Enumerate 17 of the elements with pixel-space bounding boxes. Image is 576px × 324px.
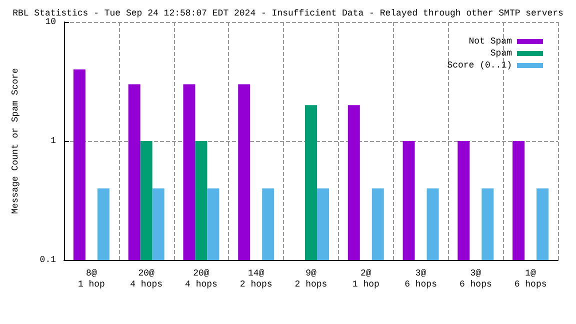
y-axis-title: Message Count or Spam Score [10, 68, 20, 214]
x-tick-label: 9@ 2 hops [294, 268, 328, 290]
y-tick-label: 1 [50, 136, 56, 146]
x-tick-label: 20@ 4 hops [130, 268, 163, 290]
x-tick-label: 3@ 6 hops [459, 268, 492, 290]
chart-title: RBL Statistics - Tue Sep 24 12:58:07 EDT 2024 - Insufficient Data - Relayed through other SMTP servers [12, 8, 564, 18]
legend-label: Score (0..1) [447, 60, 512, 70]
x-tick-label: 1@ 6 hops [514, 268, 547, 290]
x-tick-label: 3@ 6 hops [404, 268, 437, 290]
y-tick-label: 0.1 [40, 255, 56, 265]
legend-label: Not Spam [468, 36, 512, 46]
x-tick-label: 20@ 4 hops [185, 268, 218, 290]
x-tick-label: 2@ 1 hop [352, 268, 380, 290]
legend-label: Spam [490, 48, 512, 58]
x-tick-label: 8@ 1 hop [78, 268, 105, 290]
x-tick-label: 14@ 2 hops [240, 268, 272, 290]
y-tick-label: 10 [45, 17, 56, 27]
